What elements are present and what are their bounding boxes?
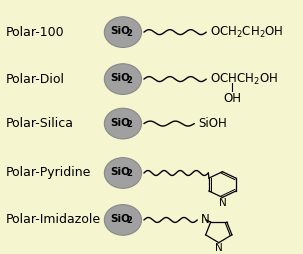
Text: SiOH: SiOH	[198, 117, 227, 130]
Text: SiO: SiO	[110, 73, 130, 83]
Text: SiO: SiO	[110, 214, 130, 224]
Text: SiO: SiO	[110, 118, 130, 128]
Text: OCH$_2$CH$_2$OH: OCH$_2$CH$_2$OH	[210, 25, 284, 40]
Text: Polar-Diol: Polar-Diol	[6, 73, 65, 86]
Text: Polar-Pyridine: Polar-Pyridine	[6, 166, 92, 180]
Circle shape	[104, 64, 142, 94]
Text: SiO: SiO	[110, 167, 130, 177]
Text: N: N	[201, 213, 210, 227]
Text: SiO: SiO	[110, 26, 130, 36]
Text: Polar-Imidazole: Polar-Imidazole	[6, 213, 101, 227]
Text: OH: OH	[223, 92, 241, 105]
Circle shape	[104, 17, 142, 47]
Text: 2: 2	[127, 169, 132, 179]
Circle shape	[104, 158, 142, 188]
Text: 2: 2	[127, 29, 132, 38]
Text: 2: 2	[127, 120, 132, 129]
Text: N: N	[218, 198, 226, 208]
Circle shape	[104, 205, 142, 235]
Text: 2: 2	[127, 76, 132, 85]
Text: OCHCH$_2$OH: OCHCH$_2$OH	[210, 72, 278, 87]
Text: N: N	[215, 243, 223, 253]
Circle shape	[104, 108, 142, 139]
Text: Polar-100: Polar-100	[6, 26, 65, 39]
Text: Polar-Silica: Polar-Silica	[6, 117, 74, 130]
Text: 2: 2	[127, 216, 132, 226]
